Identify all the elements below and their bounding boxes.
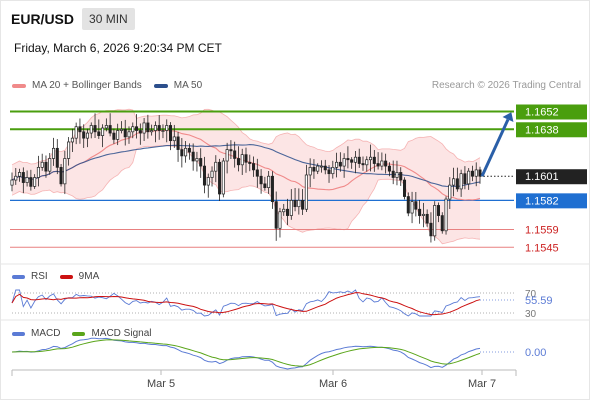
macd-signal-swatch: [72, 331, 86, 336]
copyright-label: Research © 2026 Trading Central: [431, 80, 581, 91]
legend-item-rsi: RSI: [12, 271, 48, 282]
bollinger-swatch: [12, 83, 26, 88]
legend-item-macd-signal: MACD Signal: [72, 328, 151, 339]
legend-bollinger-label: MA 20 + Bollinger Bands: [32, 80, 142, 91]
legend-ma50-label: MA 50: [173, 80, 203, 91]
legend-item-bollinger: MA 20 + Bollinger Bands: [12, 80, 142, 91]
macd-legend-label: MACD: [31, 328, 61, 339]
legend-item-ma50: MA 50: [153, 80, 203, 91]
rsi-legend: RSI 9MA: [12, 271, 111, 282]
symbol-label: EUR/USD: [11, 11, 75, 27]
chart-header: EUR/USD 30 MIN: [11, 8, 135, 30]
macd-signal-legend-label: MACD Signal: [91, 328, 152, 339]
legend-item-rsi-ma: 9MA: [59, 271, 100, 282]
datetime-label: Friday, March 6, 2026 9:20:34 PM CET: [14, 41, 222, 55]
rsi-swatch: [12, 274, 25, 279]
macd-legend: MACD MACD Signal: [12, 328, 163, 339]
timeframe-badge[interactable]: 30 MIN: [82, 8, 135, 30]
rsi-legend-label: RSI: [31, 271, 48, 282]
rsi-ma-swatch: [59, 274, 73, 279]
legend-item-macd: MACD: [12, 328, 60, 339]
rsi-ma-legend-label: 9MA: [78, 271, 100, 282]
ma50-swatch: [153, 83, 168, 88]
macd-swatch: [12, 331, 25, 336]
main-legend: MA 20 + Bollinger Bands MA 50: [12, 80, 214, 91]
